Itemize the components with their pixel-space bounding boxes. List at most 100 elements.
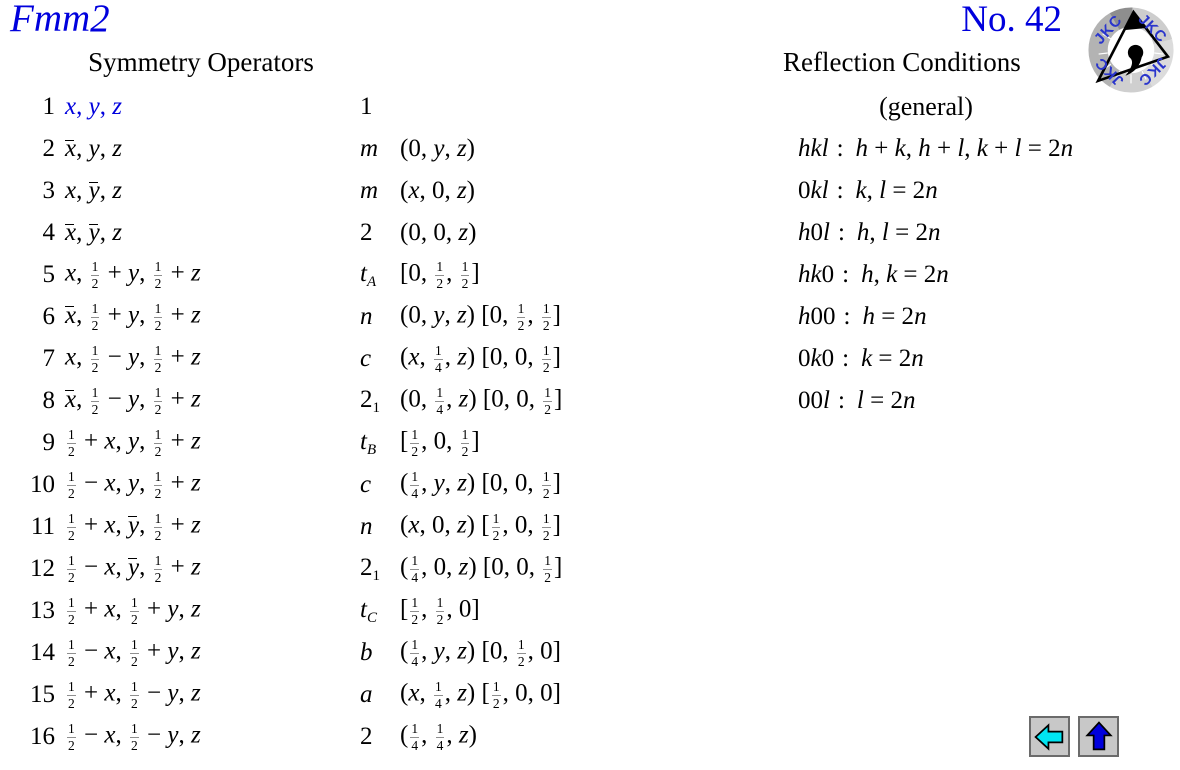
operator-index: 2: [42, 135, 56, 162]
reflection-condition: h + k, h + l, k + l = 2n: [855, 135, 1074, 162]
logo-comma: [1125, 44, 1144, 76]
operator-location: (0, 0, z): [400, 219, 477, 246]
operator-index: 15: [30, 681, 55, 708]
up-button[interactable]: [1078, 716, 1119, 757]
operator-index: 10: [30, 471, 55, 498]
reflection-condition-row: hk0 : h, k = 2n: [790, 254, 1175, 296]
symmetry-operators-heading: Symmetry Operators: [88, 47, 314, 77]
operator-symbol: m: [360, 135, 379, 162]
symmetry-operator-row: 3 x, y, z m (x, 0, z): [0, 170, 786, 212]
operator-index: 12: [30, 555, 55, 582]
operator-symbol: b: [360, 639, 373, 666]
operator-index: 1: [42, 93, 56, 120]
colon-separator: :: [843, 303, 851, 330]
back-button[interactable]: [1029, 716, 1070, 757]
symmetry-operator-row: 1 x, y, z 1: [0, 86, 786, 128]
up-arrow-icon: [1084, 721, 1113, 751]
operator-symbol: 21: [360, 554, 380, 584]
reflection-conditions-heading: Reflection Conditions: [783, 47, 1021, 77]
operator-symbol: tA: [360, 260, 377, 290]
operator-location: (x, 0, z): [400, 177, 475, 204]
reflection-zone: 0kl: [798, 177, 829, 204]
operator-location: (1 4, y, z) [0, 0, 1 2]: [400, 469, 561, 501]
operator-coordinates: x, y, z: [65, 177, 122, 204]
reflection-condition-row: 00l : l = 2n: [790, 380, 1175, 422]
operator-location: [1 2, 0, 1 2]: [400, 427, 480, 459]
reflection-zone: hk0: [798, 261, 835, 288]
reflection-zone: 00l: [798, 387, 830, 414]
operator-symbol: tB: [360, 428, 377, 458]
reflection-condition-row: hkl : h + k, h + l, k + l = 2n: [790, 128, 1175, 170]
reflection-condition: h = 2n: [862, 303, 927, 330]
colon-separator: :: [836, 177, 844, 204]
operator-symbol: tC: [360, 596, 377, 626]
operator-index: 4: [42, 219, 56, 246]
operator-symbol: c: [360, 345, 372, 372]
operator-symbol: c: [360, 471, 372, 498]
operator-index: 9: [42, 429, 56, 456]
reflection-zone: 0k0: [798, 345, 835, 372]
operator-symbol: 2: [360, 219, 373, 246]
space-group-number: No. 42: [961, 0, 1062, 40]
operator-index: 14: [30, 639, 55, 666]
operator-symbol: m: [360, 177, 379, 204]
colon-separator: :: [837, 219, 845, 246]
operator-symbol: a: [360, 681, 373, 708]
reflection-conditions-table: (general) hkl : h + k, h + l, k + l = 2n…: [790, 86, 1175, 422]
operator-index: 6: [42, 303, 56, 330]
operator-index: 5: [42, 261, 56, 288]
reflection-condition-row: h00 : h = 2n: [790, 296, 1175, 338]
operator-index: 13: [30, 597, 55, 624]
space-group-title: Fmm2: [10, 0, 110, 40]
symmetry-operator-row: 2 x, y, z m (0, y, z): [0, 128, 786, 170]
operator-symbol: 21: [360, 386, 380, 416]
operator-index: 16: [30, 723, 55, 750]
operator-coordinates: x, y, z: [65, 219, 122, 246]
reflection-condition: h, l = 2n: [856, 219, 941, 246]
reflection-condition-row: 0kl : k, l = 2n: [790, 170, 1175, 212]
operator-coordinates: x, y, z: [65, 135, 122, 162]
operator-index: 7: [42, 345, 56, 372]
colon-separator: :: [837, 387, 845, 414]
symmetry-operator-row: 4 x, y, z 2 (0, 0, z): [0, 212, 786, 254]
reflection-zone: hkl: [798, 135, 829, 162]
colon-separator: :: [842, 345, 850, 372]
symmetry-operators-table: 1 x, y, z 1 2 x, y, z m (0, y, z) 3 x, y…: [0, 86, 786, 758]
operator-coordinates[interactable]: x, y, z: [65, 93, 122, 120]
reflection-condition: h, k = 2n: [861, 261, 949, 288]
operator-symbol: 2: [360, 723, 373, 750]
reflection-condition-row: h0l : h, l = 2n: [790, 212, 1175, 254]
operator-index: 8: [42, 387, 56, 414]
operator-symbol: 1: [360, 93, 373, 120]
reflection-condition-row: 0k0 : k = 2n: [790, 338, 1175, 380]
operator-index: 11: [30, 513, 55, 540]
operator-index: 3: [42, 177, 56, 204]
operator-location: (x, 0, z) [1 2, 0, 1 2]: [400, 511, 561, 543]
jkc-logo[interactable]: JKC JKC JKC JKC: [1088, 7, 1174, 93]
